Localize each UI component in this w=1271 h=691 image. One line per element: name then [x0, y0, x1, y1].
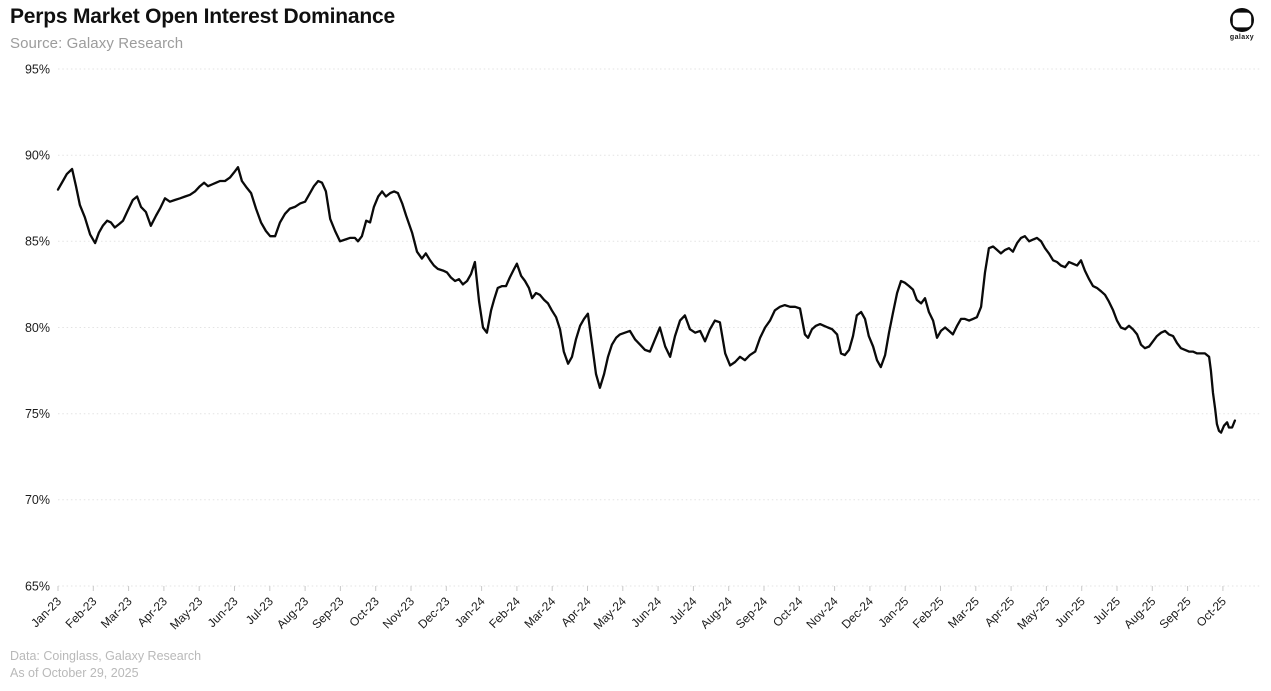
x-axis-tick-label: Aug-25	[1121, 594, 1158, 631]
x-axis-tick-label: Jan-23	[28, 594, 64, 630]
y-axis-tick-label: 70%	[25, 493, 50, 507]
footer-data-source: Data: Coinglass, Galaxy Research	[10, 649, 202, 663]
x-axis-tick-label: May-25	[1014, 594, 1052, 632]
x-axis-tick-label: Sep-24	[733, 594, 770, 631]
x-axis-tick-label: Mar-25	[945, 594, 982, 631]
x-axis-tick-label: Nov-23	[380, 594, 417, 631]
x-axis-tick-label: Mar-23	[98, 594, 135, 631]
page-title: Perps Market Open Interest Dominance	[10, 5, 395, 28]
x-axis-tick-label: Oct-23	[346, 594, 382, 630]
y-axis-tick-label: 65%	[25, 579, 50, 593]
x-axis-tick-label: Jun-24	[628, 594, 664, 630]
x-axis-tick-label: Feb-25	[910, 594, 947, 631]
x-axis-tick-label: Aug-24	[698, 594, 735, 631]
x-axis-tick-label: Feb-24	[486, 594, 523, 631]
chart-subtitle-source: Source: Galaxy Research	[10, 35, 184, 52]
y-axis-tick-label: 80%	[25, 321, 50, 335]
galaxy-logo-wordmark: galaxy	[1229, 34, 1255, 41]
galaxy-logo-icon	[1230, 8, 1254, 32]
x-axis-tick-label: Feb-23	[63, 594, 100, 631]
x-axis-tick-label: Jul-24	[667, 594, 700, 627]
x-axis-tick-label: Jan-25	[875, 594, 911, 630]
y-axis-tick-label: 85%	[25, 235, 50, 249]
x-axis-tick-label: Jul-25	[1090, 594, 1123, 627]
x-axis-tick-label: Apr-24	[558, 594, 594, 630]
footer-as-of-date: As of October 29, 2025	[10, 666, 139, 680]
x-axis-tick-label: Jan-24	[452, 594, 488, 630]
x-axis-tick-label: Sep-23	[309, 594, 346, 631]
x-axis-tick-label: Dec-23	[415, 594, 452, 631]
x-axis-tick-label: Sep-25	[1156, 594, 1193, 631]
x-axis-tick-label: May-24	[591, 594, 629, 632]
x-axis-tick-label: Oct-25	[1194, 594, 1230, 630]
x-axis-tick-label: May-23	[167, 594, 205, 632]
x-axis-tick-label: Jul-23	[243, 594, 276, 627]
x-axis-tick-label: Nov-24	[803, 594, 840, 631]
x-axis-tick-label: Oct-24	[770, 594, 806, 630]
x-axis-tick-label: Jun-23	[205, 594, 241, 630]
x-axis-tick-label: Dec-24	[839, 594, 876, 631]
x-axis-tick-label: Apr-25	[982, 594, 1018, 630]
x-axis-tick-label: Mar-24	[522, 594, 559, 631]
y-axis-tick-label: 90%	[25, 149, 50, 163]
x-axis-tick-label: Apr-23	[135, 594, 171, 630]
x-axis-tick-label: Aug-23	[274, 594, 311, 631]
y-axis-tick-label: 95%	[25, 62, 50, 76]
galaxy-logo: galaxy	[1222, 7, 1262, 41]
x-axis-tick-label: Jun-25	[1052, 594, 1088, 630]
y-axis-tick-label: 75%	[25, 407, 50, 421]
chart-footer: Data: Coinglass, Galaxy Research As of O…	[10, 648, 201, 682]
dominance-series-line	[56, 166, 1237, 434]
